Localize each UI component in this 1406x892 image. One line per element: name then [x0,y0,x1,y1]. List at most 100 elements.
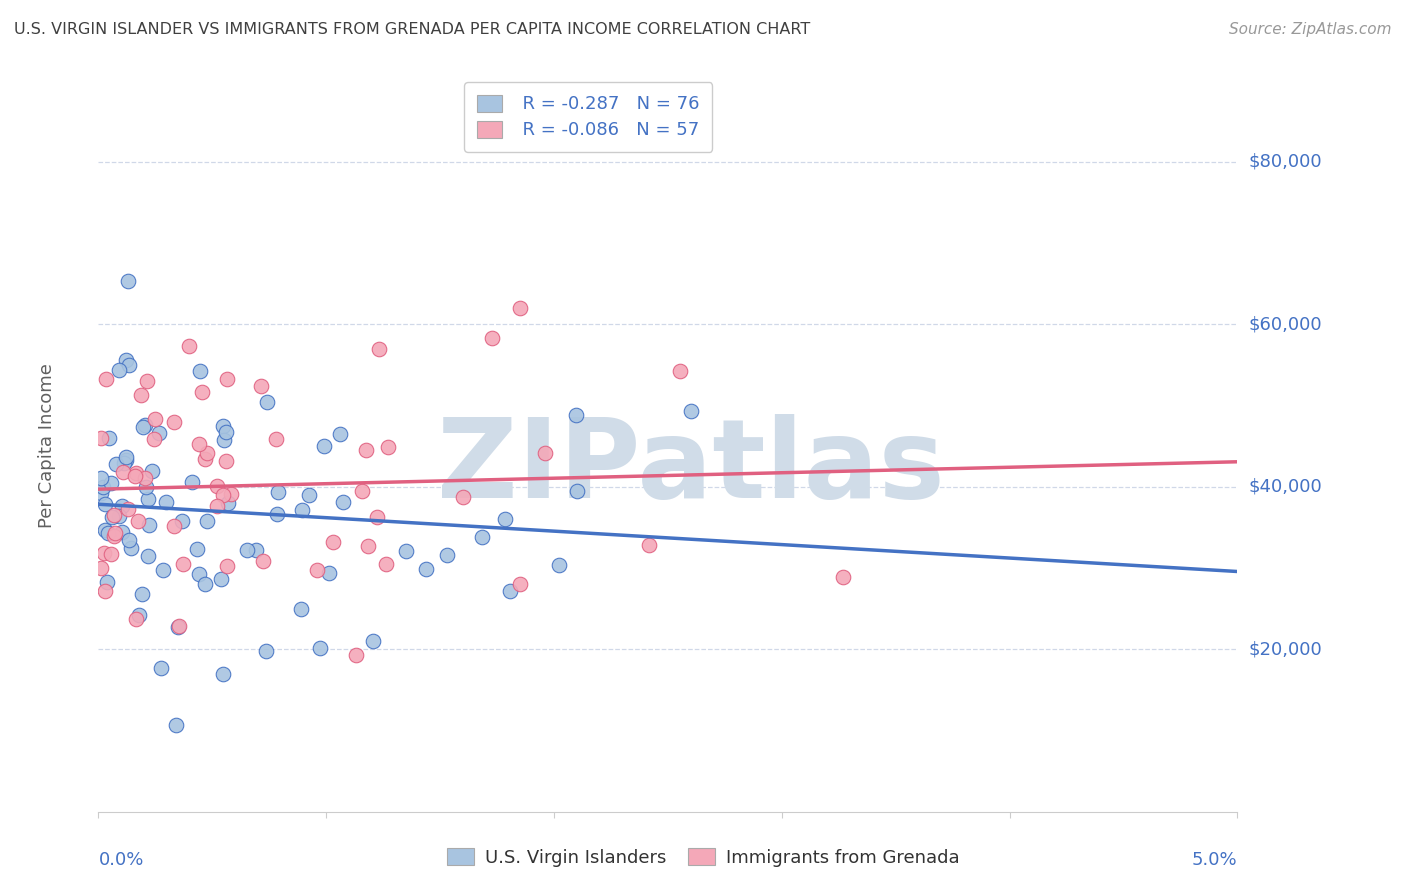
Point [93,497,115,511]
Point [167,619,190,633]
Point [212,667,235,681]
Point [471,530,494,544]
Point [215,372,238,386]
Point [134,471,156,485]
Point [118,533,141,548]
Point [361,633,384,648]
Point [115,453,138,467]
Point [180,475,202,489]
Point [236,543,259,558]
Point [186,542,208,557]
Point [314,439,336,453]
Point [377,440,399,454]
Point [187,437,209,451]
Point [637,538,659,552]
Point [354,443,377,458]
Point [221,487,243,501]
Point [565,409,588,423]
Point [103,529,125,543]
Point [148,426,170,441]
Point [436,548,458,562]
Point [195,514,218,528]
Point [267,485,290,500]
Point [105,457,128,471]
Point [290,602,312,616]
Point [141,464,163,478]
Point [205,499,228,513]
Point [245,542,267,557]
Point [110,524,132,539]
Point [90,561,112,575]
Point [120,541,142,555]
Point [93,546,115,560]
Point [100,476,122,491]
Point [101,509,124,524]
Point [96,575,118,590]
Point [395,544,418,558]
Point [165,718,187,732]
Point [350,484,373,499]
Point [374,557,396,571]
Point [108,508,131,523]
Point [187,566,209,581]
Point [266,432,288,446]
Point [215,425,238,439]
Point [177,339,200,353]
Point [499,583,522,598]
Point [194,577,217,591]
Point [332,494,354,508]
Point [108,363,131,377]
Text: 0.0%: 0.0% [98,851,143,869]
Point [170,514,193,528]
Point [217,496,239,510]
Text: Source: ZipAtlas.com: Source: ZipAtlas.com [1229,22,1392,37]
Point [117,502,139,516]
Point [297,488,319,502]
Text: Per Capita Income: Per Capita Income [38,364,56,528]
Text: $20,000: $20,000 [1249,640,1322,658]
Text: ZIPatlas: ZIPatlas [437,415,945,522]
Point [94,583,117,598]
Point [124,469,146,483]
Point [166,619,188,633]
Point [195,446,218,460]
Legend:   R = -0.287   N = 76,   R = -0.086   N = 57: R = -0.287 N = 76, R = -0.086 N = 57 [464,82,713,153]
Point [212,488,235,502]
Point [307,563,329,577]
Point [127,515,149,529]
Point [415,561,437,575]
Point [548,558,571,573]
Legend: U.S. Virgin Islanders, Immigrants from Grenada: U.S. Virgin Islanders, Immigrants from G… [437,839,969,876]
Point [509,301,531,315]
Text: U.S. VIRGIN ISLANDER VS IMMIGRANTS FROM GRENADA PER CAPITA INCOME CORRELATION CH: U.S. VIRGIN ISLANDER VS IMMIGRANTS FROM … [14,22,810,37]
Point [152,563,174,577]
Text: $80,000: $80,000 [1249,153,1322,170]
Point [509,576,531,591]
Point [453,490,475,504]
Point [832,570,855,584]
Point [194,452,217,467]
Point [494,512,516,526]
Point [188,364,211,378]
Point [172,557,194,571]
Point [112,456,135,470]
Point [142,433,165,447]
Point [94,372,117,386]
Point [254,644,277,658]
Point [97,526,120,541]
Point [481,331,503,345]
Point [212,419,235,434]
Point [132,420,155,434]
Point [131,587,153,601]
Point [217,559,239,574]
Point [135,480,157,494]
Point [329,427,352,442]
Point [205,479,228,493]
Point [149,661,172,675]
Point [212,434,235,448]
Point [136,374,159,388]
Point [129,388,152,402]
Point [366,509,388,524]
Point [115,450,138,464]
Point [679,404,702,418]
